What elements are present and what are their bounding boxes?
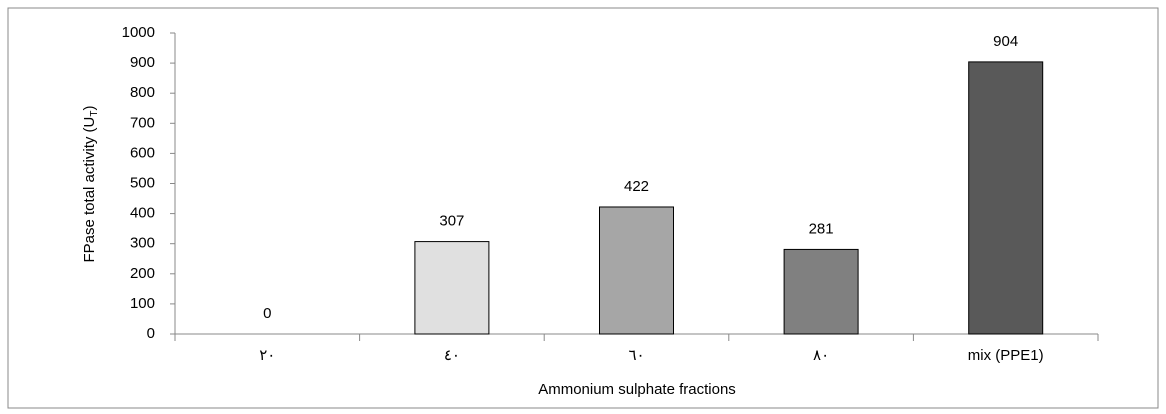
y-axis-title-end: ) [81, 106, 98, 111]
y-tick-label: 600 [130, 144, 155, 161]
y-tick-label: 500 [130, 174, 155, 191]
x-tick-label: ٤٠ [444, 347, 460, 364]
data-label: 307 [439, 213, 464, 230]
data-label: 422 [624, 178, 649, 195]
bar [968, 61, 1044, 335]
y-tick-label: 100 [130, 295, 155, 312]
bar [783, 248, 859, 335]
y-axis-title-subscript: T [89, 111, 100, 117]
y-tick-label: 800 [130, 84, 155, 101]
data-label: 281 [809, 220, 834, 237]
x-tick-label: ٨٠ [813, 347, 829, 364]
y-tick-label: 700 [130, 114, 155, 131]
y-axis-title-main: FPase total activity (U [81, 117, 98, 263]
y-tick-label: 300 [130, 235, 155, 252]
bar [414, 241, 490, 335]
y-tick-label: 0 [147, 325, 155, 342]
x-tick-label: mix (PPE1) [968, 347, 1044, 364]
chart-frame [7, 7, 1159, 409]
y-axis-title: FPase total activity (UT) [81, 106, 100, 263]
data-label: 0 [263, 305, 271, 322]
y-tick-label: 1000 [122, 24, 155, 41]
bar [599, 206, 674, 335]
x-tick-label: ٦٠ [628, 347, 644, 364]
data-label: 904 [993, 33, 1018, 50]
x-axis-title: Ammonium sulphate fractions [538, 381, 736, 398]
y-tick-label: 200 [130, 265, 155, 282]
x-tick-label: ٢٠ [259, 347, 275, 364]
y-tick-label: 900 [130, 54, 155, 71]
y-tick-label: 400 [130, 205, 155, 222]
